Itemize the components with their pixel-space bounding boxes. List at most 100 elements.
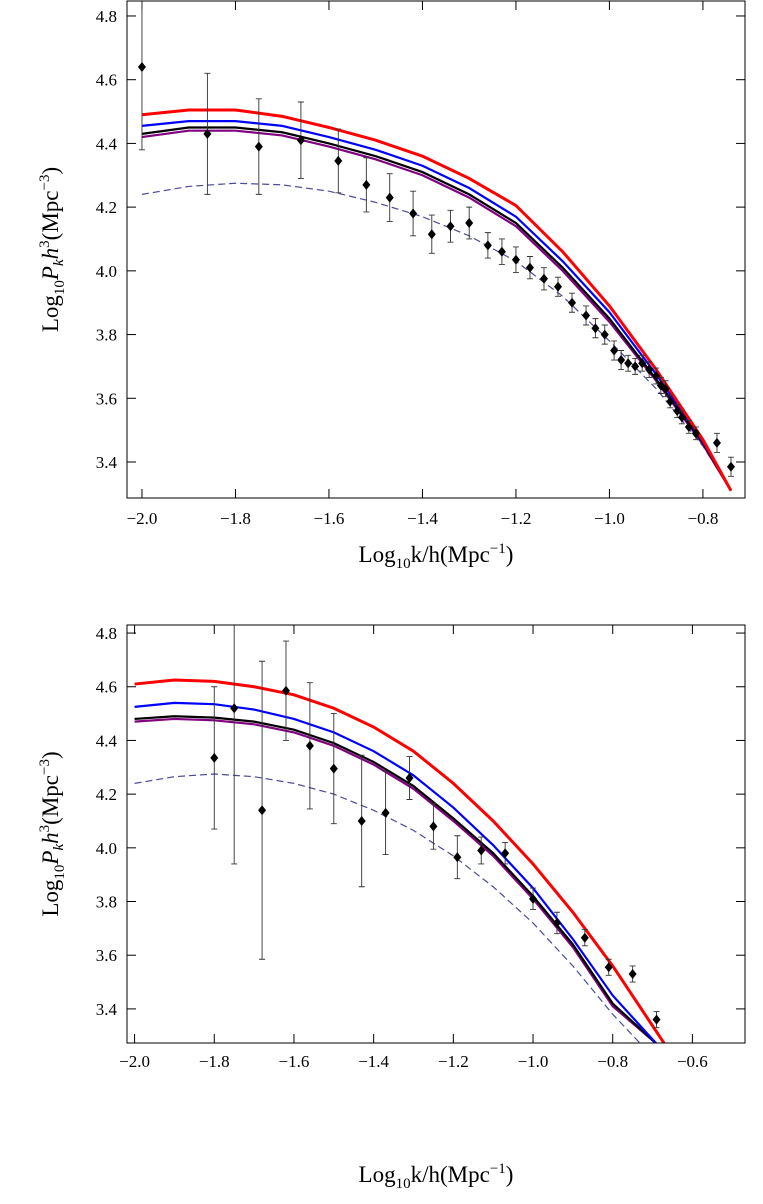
point bbox=[381, 807, 390, 818]
point bbox=[483, 240, 492, 251]
axis-label-part: −3 bbox=[37, 759, 53, 775]
curves bbox=[134, 625, 666, 1043]
axis-label: Log10k/h(Mpc−1) bbox=[359, 541, 514, 572]
y-tick-label: 3.6 bbox=[96, 946, 117, 965]
x-tick-label: −1.4 bbox=[358, 1052, 389, 1071]
point bbox=[453, 852, 462, 863]
axis-label-part: 10 bbox=[52, 280, 68, 295]
y-tick-label: 4.6 bbox=[96, 71, 117, 90]
axis-label-part: h bbox=[38, 832, 63, 844]
axis-label-part: −3 bbox=[37, 175, 53, 191]
point bbox=[525, 262, 534, 273]
axis-label-part: ) bbox=[506, 1162, 514, 1187]
axis-label-part: ) bbox=[506, 542, 514, 567]
point bbox=[305, 740, 314, 751]
x-tick-label: −1.6 bbox=[314, 509, 345, 528]
x-tick-label: −1.4 bbox=[407, 509, 438, 528]
point bbox=[357, 815, 366, 826]
curve bbox=[134, 701, 658, 1043]
y-tick-label: 4.2 bbox=[96, 198, 117, 217]
y-tick-label: 4.8 bbox=[96, 7, 117, 26]
point bbox=[617, 355, 626, 366]
y-tick-label: 3.8 bbox=[96, 326, 117, 345]
curve bbox=[141, 108, 733, 492]
point bbox=[409, 208, 418, 219]
point bbox=[604, 962, 613, 973]
x-tick-label: −1.2 bbox=[501, 509, 532, 528]
axis-label-part: ) bbox=[38, 167, 63, 175]
curve bbox=[134, 678, 666, 1043]
point bbox=[624, 358, 633, 369]
axis-label-part: Log bbox=[359, 542, 397, 567]
point bbox=[628, 969, 637, 980]
axis-label-part: k bbox=[51, 844, 67, 851]
point bbox=[673, 406, 682, 417]
axis-label-part: P bbox=[38, 266, 63, 281]
y-tick-label: 3.8 bbox=[96, 893, 117, 912]
point bbox=[582, 310, 591, 321]
point bbox=[405, 773, 414, 784]
y-tick-label: 4.6 bbox=[96, 678, 117, 697]
axis-label-part: Log bbox=[38, 295, 63, 333]
axis-label: Log10k/h(Mpc−1) bbox=[359, 1161, 514, 1192]
x-tick-label: −1.8 bbox=[199, 1052, 230, 1071]
x-tick-label: −0.6 bbox=[677, 1052, 708, 1071]
point bbox=[529, 893, 538, 904]
axis-label: Log10Pkh3(Mpc−3) bbox=[37, 167, 68, 332]
point bbox=[329, 763, 338, 774]
axis-label-part: Log bbox=[38, 879, 63, 917]
curve bbox=[141, 182, 732, 491]
axis-label-part: (Mpc bbox=[38, 775, 63, 825]
axis-label: Log10Pkh3(Mpc−3) bbox=[37, 751, 68, 916]
y-tick-label: 3.4 bbox=[96, 453, 118, 472]
axis-label-part: −1 bbox=[490, 1161, 506, 1177]
point bbox=[254, 141, 263, 152]
point bbox=[691, 428, 700, 439]
axis-label-part: k bbox=[51, 259, 67, 266]
point bbox=[726, 461, 735, 472]
x-tick-label: −1.6 bbox=[279, 1052, 310, 1071]
curves bbox=[137, 1, 735, 492]
plot-frame bbox=[126, 624, 746, 1044]
point bbox=[203, 128, 212, 139]
axis-label-part: 3 bbox=[37, 825, 53, 833]
point bbox=[539, 273, 548, 284]
point bbox=[465, 218, 474, 229]
axis-label-part: 10 bbox=[396, 556, 411, 572]
point bbox=[281, 685, 290, 696]
point bbox=[210, 752, 219, 763]
x-tick-label: −2.0 bbox=[119, 1052, 150, 1071]
y-tick-label: 4.2 bbox=[96, 785, 117, 804]
point bbox=[631, 361, 640, 372]
axis-label-part: k/h(Mpc bbox=[411, 542, 490, 567]
point bbox=[137, 61, 146, 72]
point bbox=[501, 848, 510, 859]
point bbox=[677, 412, 686, 423]
point bbox=[591, 323, 600, 334]
point bbox=[712, 437, 721, 448]
point bbox=[568, 297, 577, 308]
curve bbox=[134, 717, 658, 1043]
point bbox=[362, 179, 371, 190]
error-bar bbox=[138, 1, 145, 151]
point bbox=[554, 281, 563, 292]
y-tick-label: 4.0 bbox=[96, 839, 117, 858]
x-tick-label: −1.8 bbox=[220, 509, 251, 528]
point bbox=[684, 421, 693, 432]
axis-label-part: 3 bbox=[37, 240, 53, 248]
point bbox=[429, 821, 438, 832]
axis-label-part: −1 bbox=[490, 541, 506, 557]
plot-frame bbox=[126, 0, 746, 499]
axis-label-part: (Mpc bbox=[38, 191, 63, 241]
axis-label-part: 10 bbox=[396, 1176, 411, 1192]
point bbox=[427, 229, 436, 240]
point bbox=[610, 345, 619, 356]
point bbox=[666, 396, 675, 407]
axis-label-part: h bbox=[38, 248, 63, 260]
y-tick-label: 3.4 bbox=[96, 1000, 118, 1019]
x-tick-label: −1.0 bbox=[594, 509, 625, 528]
curve bbox=[141, 129, 732, 492]
point bbox=[661, 383, 670, 394]
